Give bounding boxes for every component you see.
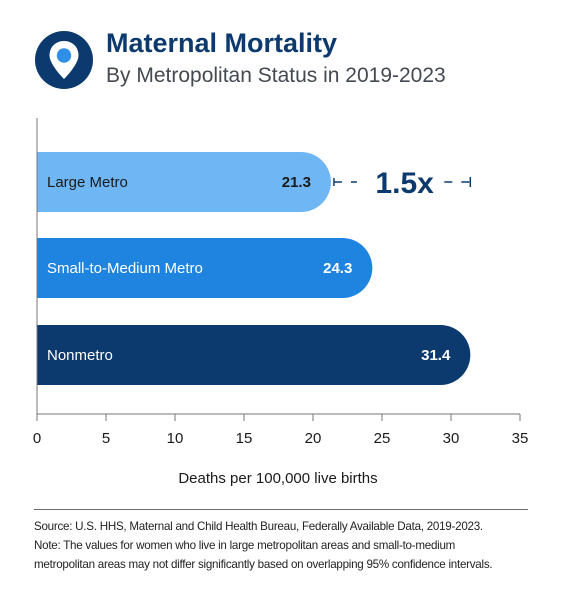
- x-tick-label: 25: [374, 430, 391, 447]
- ratio-annotation: 1.5x: [333, 167, 472, 200]
- annotation-ratio-label: 1.5x: [375, 167, 434, 200]
- note-line-1: Note: The values for women who live in l…: [34, 539, 456, 552]
- source-note: Source: U.S. HHS, Maternal and Child Hea…: [34, 517, 554, 574]
- x-axis-title: Deaths per 100,000 live births: [178, 470, 377, 487]
- bar-large-metro: [37, 152, 331, 212]
- x-tick-label: 5: [102, 430, 110, 447]
- chart-header: Maternal Mortality By Metropolitan Statu…: [34, 26, 554, 96]
- value-label-small-to-medium-metro: 24.3: [323, 260, 352, 277]
- chart-title: Maternal Mortality: [106, 28, 338, 58]
- x-axis: 0 5 10 15 20 25 30 35 Deaths per 100,000 live bi…: [33, 118, 529, 487]
- x-tick-label: 30: [443, 430, 460, 447]
- category-label-nonmetro: Nonmetro: [47, 347, 113, 364]
- location-pin-icon: [35, 31, 93, 89]
- bar-small-to-medium-metro: [37, 238, 373, 298]
- x-tick-label: 35: [512, 430, 529, 447]
- x-tick-label: 10: [167, 430, 184, 447]
- category-label-small-to-medium-metro: Small-to-Medium Metro: [47, 260, 203, 277]
- x-tick-label: 15: [236, 430, 253, 447]
- value-label-large-metro: 21.3: [282, 174, 311, 191]
- x-tick-label: 20: [305, 430, 322, 447]
- chart-subtitle: By Metropolitan Status in 2019-2023: [106, 64, 446, 87]
- footer-divider: [34, 509, 528, 510]
- x-tick-label: 0: [33, 430, 41, 447]
- bar-nonmetro: [37, 325, 471, 385]
- category-label-large-metro: Large Metro: [47, 174, 128, 191]
- bar-chart: Large Metro 21.3 Small-to-Medium Metro 24.3…: [33, 118, 529, 487]
- value-label-nonmetro: 31.4: [421, 347, 451, 364]
- source-line: Source: U.S. HHS, Maternal and Child Hea…: [34, 520, 483, 533]
- note-line-2: metropolitan areas may not differ signif…: [34, 558, 493, 571]
- bars-group: Large Metro 21.3 Small-to-Medium Metro 24.3…: [37, 152, 471, 385]
